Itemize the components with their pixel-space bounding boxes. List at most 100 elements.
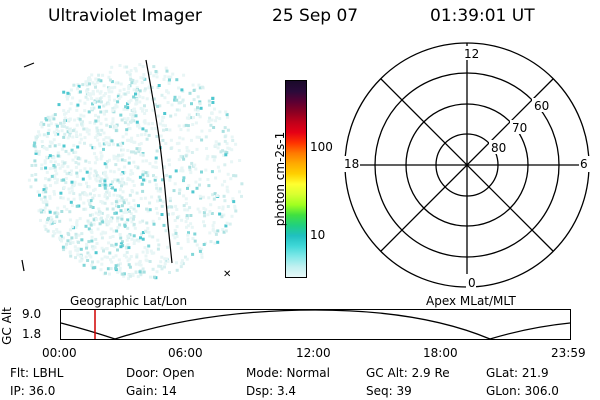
emission-pixel <box>93 146 97 150</box>
emission-pixel <box>115 203 119 207</box>
emission-pixel <box>115 105 119 109</box>
emission-pixel <box>208 116 212 120</box>
emission-pixel <box>105 109 109 113</box>
emission-pixel <box>188 91 192 95</box>
emission-pixel <box>103 172 106 176</box>
emission-pixel <box>234 142 238 146</box>
emission-pixel <box>193 108 197 112</box>
emission-pixel <box>78 259 82 263</box>
emission-pixel <box>199 106 203 110</box>
emission-pixel <box>240 182 244 186</box>
emission-pixel <box>164 142 168 145</box>
emission-pixel <box>78 119 82 123</box>
emission-pixel <box>160 213 164 216</box>
emission-pixel <box>94 251 98 255</box>
emission-pixel <box>184 255 187 259</box>
emission-pixel <box>65 97 69 101</box>
emission-pixel <box>126 149 130 152</box>
emission-pixel <box>233 204 237 208</box>
emission-pixel <box>116 263 120 267</box>
emission-pixel <box>146 226 150 230</box>
emission-pixel <box>126 138 130 142</box>
emission-pixel <box>74 248 78 252</box>
emission-pixel <box>93 169 97 173</box>
emission-pixel <box>83 101 87 105</box>
emission-pixel <box>178 136 182 140</box>
emission-pixel <box>30 164 34 167</box>
emission-pixel <box>52 117 56 121</box>
emission-pixel <box>175 261 178 265</box>
emission-pixel <box>147 244 151 248</box>
emission-pixel <box>81 177 85 181</box>
xtick-3: 18:00 <box>423 346 458 360</box>
emission-pixel <box>54 133 58 137</box>
emission-pixel <box>110 122 114 126</box>
emission-pixel <box>94 85 97 89</box>
emission-pixel <box>167 75 171 79</box>
emission-pixel <box>56 212 60 216</box>
emission-pixel <box>69 88 73 92</box>
emission-pixel <box>40 197 43 201</box>
emission-pixel <box>51 114 55 118</box>
emission-pixel <box>216 146 220 150</box>
emission-pixel <box>186 224 190 228</box>
emission-pixel <box>120 181 124 185</box>
emission-pixel <box>223 179 227 183</box>
emission-pixel <box>160 255 164 259</box>
emission-pixel <box>85 193 89 197</box>
emission-pixel <box>151 235 155 239</box>
emission-pixel <box>233 206 237 210</box>
emission-pixel <box>74 236 78 239</box>
emission-pixel <box>152 275 156 279</box>
emission-pixel <box>224 229 228 233</box>
emission-pixel <box>80 257 84 261</box>
emission-pixel <box>40 140 44 144</box>
mlt-label-6: 6 <box>580 157 588 171</box>
emission-pixel <box>101 200 105 204</box>
emission-pixel <box>170 103 174 107</box>
emission-pixel <box>208 103 211 107</box>
emission-pixel <box>114 81 118 85</box>
emission-pixel <box>69 169 73 173</box>
emission-pixel <box>177 191 181 195</box>
emission-pixel <box>168 196 172 200</box>
emission-pixel <box>177 158 181 162</box>
emission-pixel <box>122 117 126 121</box>
emission-pixel <box>76 83 80 87</box>
emission-pixel <box>220 215 224 219</box>
emission-pixel <box>45 118 49 122</box>
emission-pixel <box>129 205 133 209</box>
emission-pixel <box>84 159 88 163</box>
emission-pixel <box>89 167 93 171</box>
emission-pixel <box>134 114 138 118</box>
emission-pixel <box>81 120 84 124</box>
emission-pixel <box>77 84 81 88</box>
emission-pixel <box>63 116 67 120</box>
emission-pixel <box>54 169 58 173</box>
emission-pixel <box>209 123 213 127</box>
emission-pixel <box>70 180 74 184</box>
emission-pixel <box>102 231 106 235</box>
emission-pixel <box>144 258 148 262</box>
emission-pixel <box>204 168 208 172</box>
emission-pixel <box>43 195 47 199</box>
emission-pixel <box>47 216 50 220</box>
emission-pixel <box>103 194 107 198</box>
emission-pixel <box>98 97 102 101</box>
emission-pixel <box>132 222 136 226</box>
emission-pixel <box>106 255 109 259</box>
emission-pixel <box>190 116 194 120</box>
emission-pixel <box>161 138 165 142</box>
emission-pixel <box>114 266 118 270</box>
emission-pixel <box>74 161 78 164</box>
emission-pixel <box>107 220 111 224</box>
emission-pixel <box>52 230 56 234</box>
emission-pixel <box>118 216 122 220</box>
emission-pixel <box>43 224 47 228</box>
emission-pixel <box>126 106 130 110</box>
emission-pixel <box>224 153 228 157</box>
emission-pixel <box>104 117 108 121</box>
emission-pixel <box>134 69 138 73</box>
emission-pixel <box>210 111 214 115</box>
emission-pixel <box>51 234 55 238</box>
